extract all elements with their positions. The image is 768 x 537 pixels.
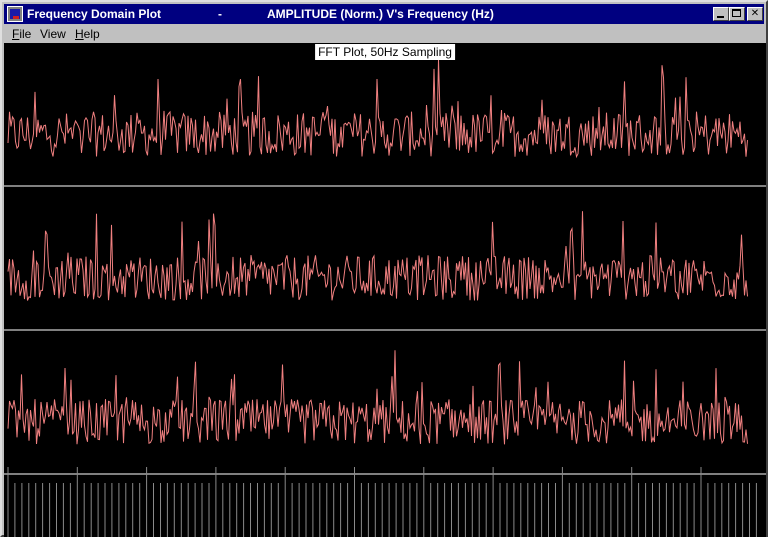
menu-view[interactable]: View <box>40 27 66 41</box>
fft-plot-canvas <box>4 59 766 537</box>
menu-view-label: View <box>40 27 66 41</box>
title-bar[interactable]: Frequency Domain Plot - AMPLITUDE (Norm.… <box>4 4 764 24</box>
maximize-icon <box>732 9 741 17</box>
app-title: Frequency Domain Plot <box>27 7 162 21</box>
app-icon[interactable] <box>7 6 23 22</box>
menu-file-label: ile <box>19 27 32 41</box>
spectrum-trace-1 <box>7 59 748 159</box>
menu-bar: File View Help <box>4 24 764 43</box>
close-icon: ✕ <box>750 8 760 19</box>
menu-help-accel: H <box>75 27 84 41</box>
title-separator: - <box>218 7 222 21</box>
plot-title: FFT Plot, 50Hz Sampling <box>315 44 455 60</box>
document-title: AMPLITUDE (Norm.) V's Frequency (Hz) <box>267 7 494 21</box>
spectrum-trace-3 <box>7 350 748 445</box>
maximize-button[interactable] <box>729 7 745 21</box>
minimize-button[interactable] <box>713 7 729 21</box>
menu-help[interactable]: Help <box>75 27 100 41</box>
menu-file-accel: F <box>12 27 20 41</box>
menu-help-label: elp <box>83 27 100 41</box>
spectrum-trace-2 <box>7 211 748 301</box>
menu-file[interactable]: File <box>12 27 31 41</box>
minimize-icon <box>717 16 724 18</box>
plot-area[interactable]: FFT Plot, 50Hz Sampling <box>4 43 766 537</box>
close-button[interactable]: ✕ <box>747 7 763 21</box>
